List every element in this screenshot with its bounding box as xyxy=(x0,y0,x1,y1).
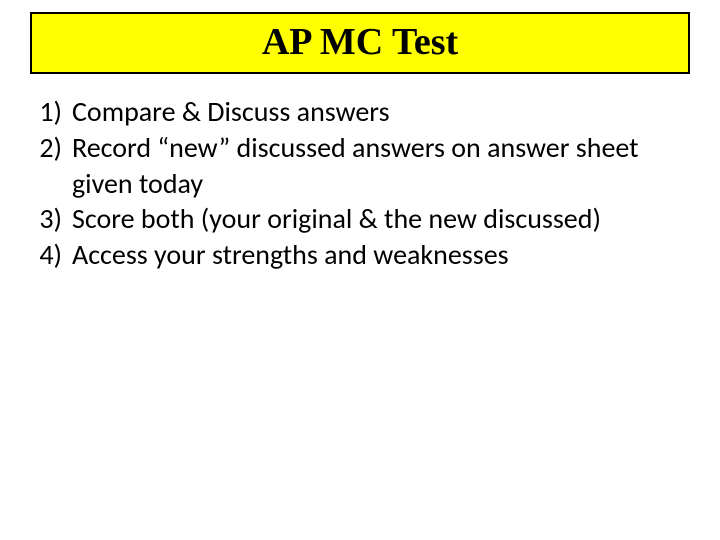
list-item: 4) Access your strengths and weaknesses xyxy=(30,237,690,273)
list-item: 2) Record “new” discussed answers on ans… xyxy=(30,130,690,202)
list-text: Score both (your original & the new disc… xyxy=(72,201,690,237)
list-marker: 4) xyxy=(30,237,72,273)
list-item: 1) Compare & Discuss answers xyxy=(30,94,690,130)
list-marker: 2) xyxy=(30,130,72,166)
slide-title: AP MC Test xyxy=(262,21,458,63)
list-marker: 1) xyxy=(30,94,72,130)
list-item: 3) Score both (your original & the new d… xyxy=(30,201,690,237)
list-text: Access your strengths and weaknesses xyxy=(72,237,690,273)
numbered-list: 1) Compare & Discuss answers 2) Record “… xyxy=(30,94,690,273)
list-text: Compare & Discuss answers xyxy=(72,94,690,130)
title-box: AP MC Test xyxy=(30,12,690,74)
list-text: Record “new” discussed answers on answer… xyxy=(72,130,690,202)
list-marker: 3) xyxy=(30,201,72,237)
